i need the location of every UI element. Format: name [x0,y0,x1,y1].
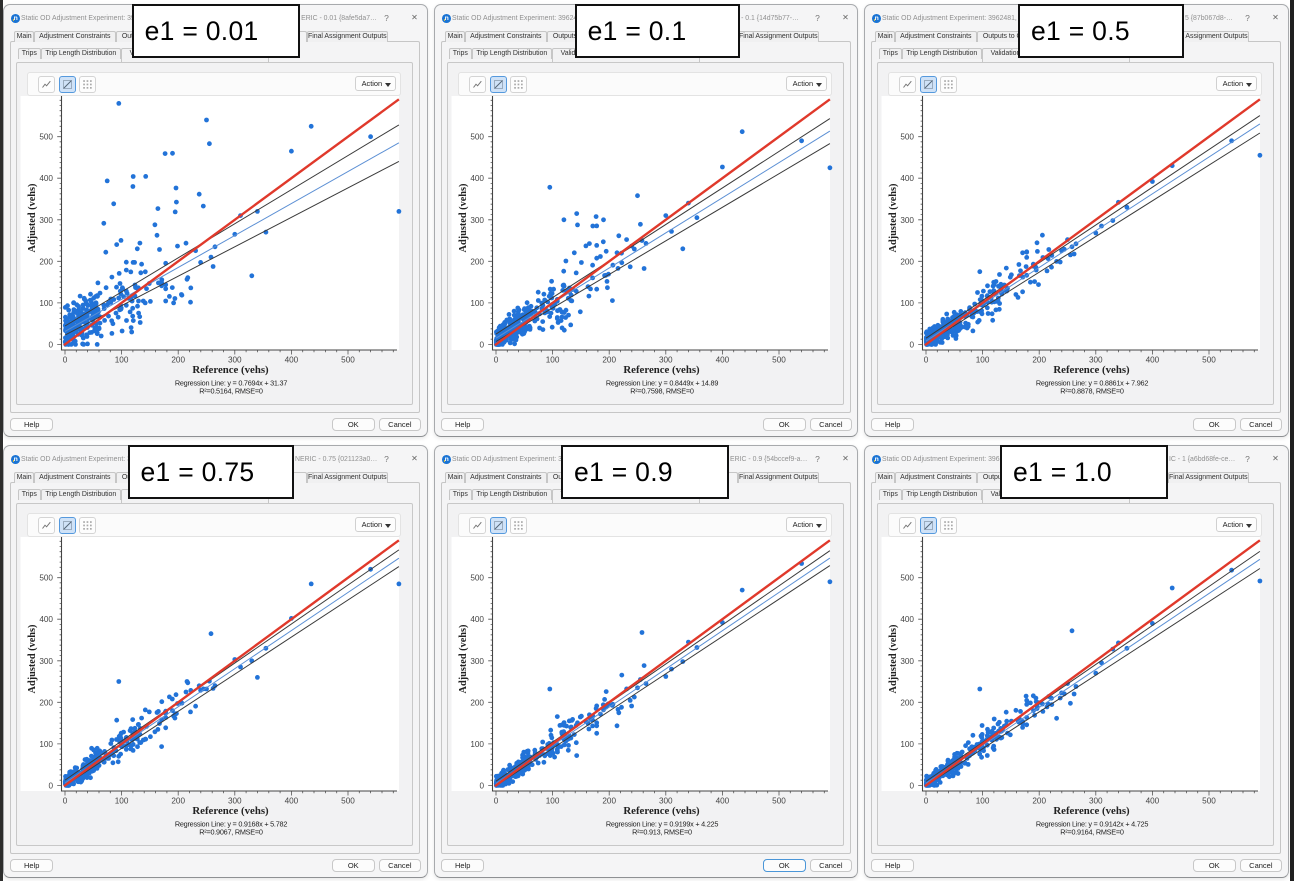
svg-text:500: 500 [772,356,786,365]
svg-text:300: 300 [228,356,242,365]
svg-text:100: 100 [976,797,990,806]
svg-text:Reference (vehs): Reference (vehs) [1053,805,1130,817]
svg-text:300: 300 [39,216,53,225]
svg-text:400: 400 [39,174,53,183]
svg-text:0: 0 [924,797,929,806]
svg-text:Regression Line: y = 0.8861x +: Regression Line: y = 0.8861x + 7.962 [1036,379,1148,388]
svg-text:300: 300 [659,356,673,365]
svg-text:0: 0 [494,797,499,806]
svg-text:R²=0.7598, RMSE=0: R²=0.7598, RMSE=0 [630,386,694,395]
svg-text:Adjusted (vehs): Adjusted (vehs) [888,625,899,694]
svg-text:400: 400 [716,356,730,365]
svg-text:100: 100 [39,740,53,749]
svg-text:500: 500 [470,133,484,142]
svg-text:100: 100 [976,356,990,365]
svg-text:R²=0.913, RMSE=0: R²=0.913, RMSE=0 [632,827,692,836]
svg-text:0: 0 [63,356,68,365]
svg-text:Reference (vehs): Reference (vehs) [623,364,700,376]
svg-text:300: 300 [1089,797,1103,806]
svg-text:400: 400 [470,174,484,183]
svg-text:200: 200 [39,698,53,707]
svg-text:300: 300 [228,797,242,806]
svg-text:Regression Line: y = 0.9168x +: Regression Line: y = 0.9168x + 5.782 [175,820,287,829]
svg-text:Adjusted (vehs): Adjusted (vehs) [27,625,38,694]
svg-text:Adjusted (vehs): Adjusted (vehs) [458,625,469,694]
svg-text:400: 400 [900,174,914,183]
svg-text:200: 200 [171,797,185,806]
svg-text:R²=0.9067, RMSE=0: R²=0.9067, RMSE=0 [199,827,263,836]
svg-text:500: 500 [1202,797,1216,806]
svg-text:300: 300 [900,216,914,225]
svg-text:0: 0 [48,781,53,790]
svg-text:Reference (vehs): Reference (vehs) [192,364,269,376]
svg-text:400: 400 [1146,797,1160,806]
svg-text:500: 500 [470,574,484,583]
svg-text:200: 200 [602,797,616,806]
svg-text:200: 200 [470,698,484,707]
svg-text:400: 400 [39,615,53,624]
svg-text:Reference (vehs): Reference (vehs) [192,805,269,817]
svg-text:200: 200 [900,257,914,266]
svg-text:Adjusted (vehs): Adjusted (vehs) [27,184,38,253]
svg-text:400: 400 [716,797,730,806]
svg-text:0: 0 [48,340,53,349]
svg-text:200: 200 [602,356,616,365]
svg-text:400: 400 [285,356,299,365]
svg-text:400: 400 [900,615,914,624]
svg-text:0: 0 [924,356,929,365]
svg-text:Regression Line: y = 0.9142x +: Regression Line: y = 0.9142x + 4.725 [1036,820,1148,829]
svg-text:100: 100 [470,299,484,308]
svg-text:R²=0.8878, RMSE=0: R²=0.8878, RMSE=0 [1060,386,1124,395]
svg-text:300: 300 [470,216,484,225]
svg-text:500: 500 [39,574,53,583]
svg-text:0: 0 [479,340,484,349]
svg-text:Adjusted (vehs): Adjusted (vehs) [888,184,899,253]
svg-text:Regression Line: y = 0.7694x +: Regression Line: y = 0.7694x + 31.37 [175,379,287,388]
svg-text:500: 500 [341,797,355,806]
svg-text:100: 100 [115,356,129,365]
svg-text:500: 500 [900,574,914,583]
svg-text:200: 200 [900,698,914,707]
svg-text:100: 100 [546,797,560,806]
svg-text:Regression Line: y = 0.8449x +: Regression Line: y = 0.8449x + 14.89 [606,379,718,388]
svg-text:200: 200 [39,257,53,266]
svg-text:0: 0 [494,356,499,365]
svg-text:0: 0 [909,340,914,349]
svg-text:300: 300 [39,657,53,666]
svg-text:500: 500 [900,133,914,142]
svg-text:100: 100 [470,740,484,749]
svg-text:0: 0 [909,781,914,790]
svg-text:100: 100 [900,740,914,749]
svg-text:200: 200 [171,356,185,365]
svg-text:R²=0.9164, RMSE=0: R²=0.9164, RMSE=0 [1060,827,1124,836]
svg-text:100: 100 [546,356,560,365]
svg-text:Reference (vehs): Reference (vehs) [1053,364,1130,376]
svg-text:0: 0 [63,797,68,806]
svg-text:Regression Line: y = 0.9199x +: Regression Line: y = 0.9199x + 4.225 [606,820,718,829]
svg-text:300: 300 [659,797,673,806]
svg-text:300: 300 [900,657,914,666]
svg-text:200: 200 [1032,797,1046,806]
svg-text:400: 400 [1146,356,1160,365]
svg-text:500: 500 [341,356,355,365]
svg-text:200: 200 [470,257,484,266]
svg-text:0: 0 [479,781,484,790]
svg-text:Adjusted (vehs): Adjusted (vehs) [458,184,469,253]
svg-text:500: 500 [1202,356,1216,365]
svg-text:100: 100 [115,797,129,806]
svg-text:100: 100 [39,299,53,308]
svg-text:Reference (vehs): Reference (vehs) [623,805,700,817]
svg-text:100: 100 [900,299,914,308]
svg-text:500: 500 [772,797,786,806]
svg-text:200: 200 [1032,356,1046,365]
svg-text:300: 300 [470,657,484,666]
svg-text:400: 400 [470,615,484,624]
svg-text:500: 500 [39,133,53,142]
svg-text:400: 400 [285,797,299,806]
svg-text:R²=0.5164, RMSE=0: R²=0.5164, RMSE=0 [199,386,263,395]
svg-text:300: 300 [1089,356,1103,365]
